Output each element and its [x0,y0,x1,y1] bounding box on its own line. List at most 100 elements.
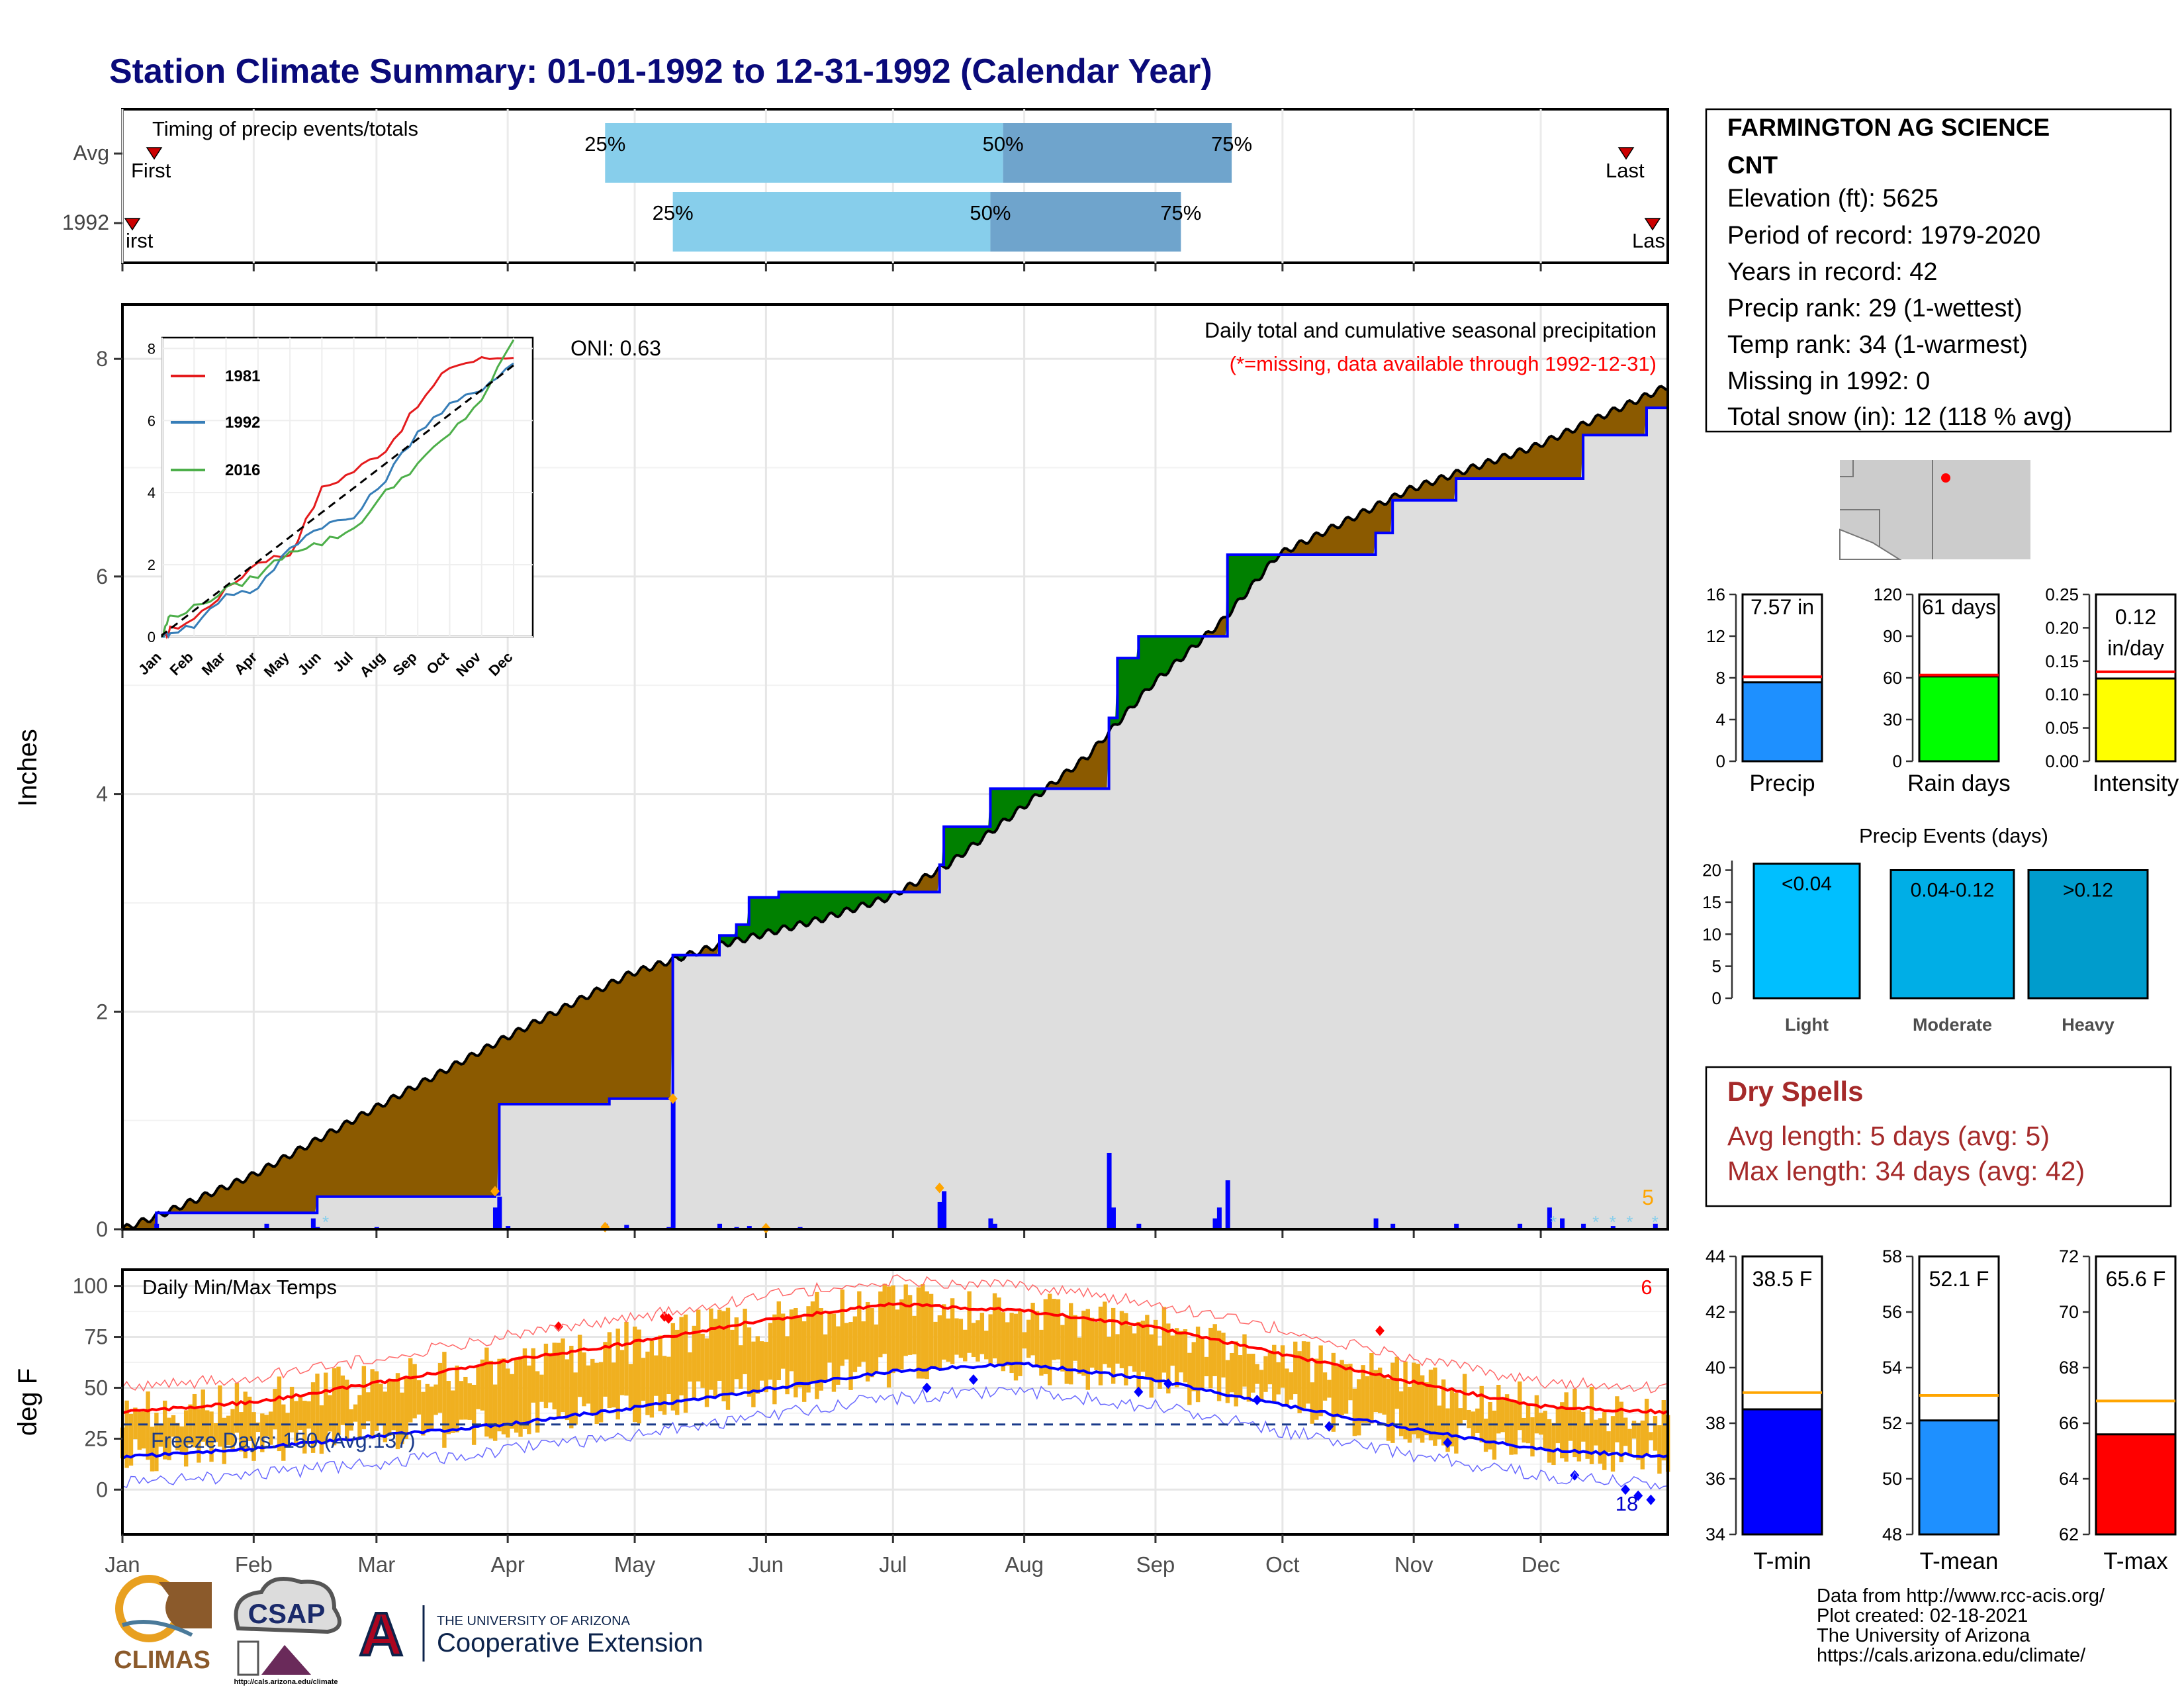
daily-temp-bar [433,1384,438,1415]
events-y-tick-label: 0 [1712,988,1721,1008]
daily-temp-bar [645,1351,650,1415]
daily-temp-bar [963,1329,968,1362]
daily-temp-bar [251,1412,256,1461]
temp-panel-label: Daily Min/Max Temps [142,1276,337,1299]
inset-series-line [161,355,514,639]
daily-temp-bar [1594,1419,1598,1446]
daily-temp-bar [1026,1319,1031,1358]
tempsum-value-label: 65.6 F [2106,1267,2166,1291]
summary-y-tick-label: 12 [1706,626,1725,646]
daily-temp-bar [1534,1395,1539,1434]
station-snow: Total snow (in): 12 (118 % avg) [1727,403,2072,431]
daily-precip-bar [992,1223,997,1229]
daily-temp-bar [1285,1368,1289,1406]
daily-temp-bar [548,1352,553,1403]
daily-temp-bar [1212,1324,1217,1376]
daily-temp-bar [1581,1411,1586,1442]
daily-temp-bar [755,1336,760,1394]
daily-temp-bar [1306,1341,1310,1404]
daily-temp-bar [158,1423,163,1447]
daily-precip-bar [1547,1207,1552,1229]
daily-temp-bar [598,1362,604,1423]
summary-category-label: Intensity [2093,771,2179,796]
events-bar [1752,863,1861,1000]
events-range-label: >0.12 [2063,880,2113,902]
daily-temp-bar [1272,1344,1277,1402]
daily-temp-bar [324,1372,328,1443]
daily-temp-bar [666,1356,671,1395]
daily-temp-bar [780,1313,786,1369]
daily-temp-bar [1145,1315,1150,1379]
summary-y-tick-label: 0.10 [2045,684,2079,704]
csap-url: http://cals.arizona.edu/climate [234,1678,338,1686]
daily-temp-bar [865,1301,870,1382]
daily-temp-bar [582,1352,586,1407]
daily-temp-bar [1034,1311,1040,1366]
daily-temp-bar [1631,1421,1637,1439]
daily-temp-bar [1500,1399,1505,1432]
inset-series-line [161,339,515,637]
daily-temp-bar [328,1395,332,1432]
precip-frame [121,303,1669,1231]
summary-bar [1741,681,1823,763]
daily-temp-bar [992,1293,997,1359]
daily-temp-bar [146,1391,150,1460]
daily-temp-bar [954,1318,959,1355]
tempsum-y-tick-label: 50 [1882,1469,1902,1489]
summary-value-label: 61 days [1922,595,1996,619]
daily-temp-bar [277,1376,282,1452]
daily-temp-bar [1619,1401,1624,1462]
daily-precip-bar [154,1223,159,1229]
daily-temp-bar [1068,1303,1073,1385]
daily-temp-bar [1547,1419,1552,1463]
dry-spells-max: Max length: 34 days (avg: 42) [1727,1156,2085,1186]
daily-temp-bar [345,1380,349,1440]
tempsum-y-tick-label: 48 [1882,1524,1902,1544]
daily-precip-bar [1111,1207,1116,1229]
daily-temp-bar [1221,1333,1226,1378]
station-elevation: Elevation (ft): 5625 [1727,185,1938,212]
csap-logo-text: CSAP [248,1598,326,1629]
daily-temp-bar [522,1348,527,1430]
daily-temp-bar [958,1319,964,1358]
daily-precip-bar [1390,1223,1396,1229]
daily-temp-bar [1018,1310,1023,1376]
dry-spells-avg: Avg length: 5 days (avg: 5) [1727,1121,2050,1151]
events-bar [1889,869,2015,1000]
daily-temp-bar [1386,1378,1391,1441]
daily-temp-bar [848,1322,853,1390]
daily-temp-bar [895,1309,900,1372]
record-low-marker [1621,1484,1631,1495]
daily-temp-bar [988,1314,993,1365]
daily-temp-bar [1589,1386,1594,1464]
daily-temp-bar [946,1318,950,1362]
snow-marker [490,1186,500,1197]
temp-y-tick-label: 0 [96,1477,108,1501]
daily-temp-bar [150,1427,155,1472]
avg-min-line [121,1362,1668,1460]
snow-marker [934,1182,944,1194]
precip-y-tick-label: 2 [96,1000,108,1023]
tempsum-y-tick-label: 36 [1706,1469,1725,1489]
daily-temp-bar [692,1325,697,1400]
daily-temp-bar [416,1380,422,1415]
daily-temp-bar [1433,1367,1437,1446]
daily-temp-bar [387,1380,392,1436]
tempsum-value-label: 52.1 F [1929,1267,1989,1291]
daily-temp-bar [607,1332,612,1409]
daily-temp-bar [1098,1306,1103,1385]
daily-temp-bar [1437,1405,1441,1440]
daily-temp-bar [743,1309,747,1374]
summary-value-label: 0.12 [2115,605,2156,629]
daily-temp-bar [310,1382,316,1453]
daily-temp-bar [1340,1360,1344,1416]
daily-temp-bar [823,1334,828,1383]
daily-temp-bar [332,1368,337,1446]
tempsum-category-label: T-min [1753,1548,1811,1574]
tempsum-category-label: T-mean [1920,1548,1999,1574]
precip-y-tick-label: 8 [96,347,108,371]
daily-temp-bar [764,1342,768,1393]
daily-temp-bar [484,1347,489,1437]
month-label: Jan [105,1552,140,1577]
daily-temp-bar [408,1358,413,1423]
